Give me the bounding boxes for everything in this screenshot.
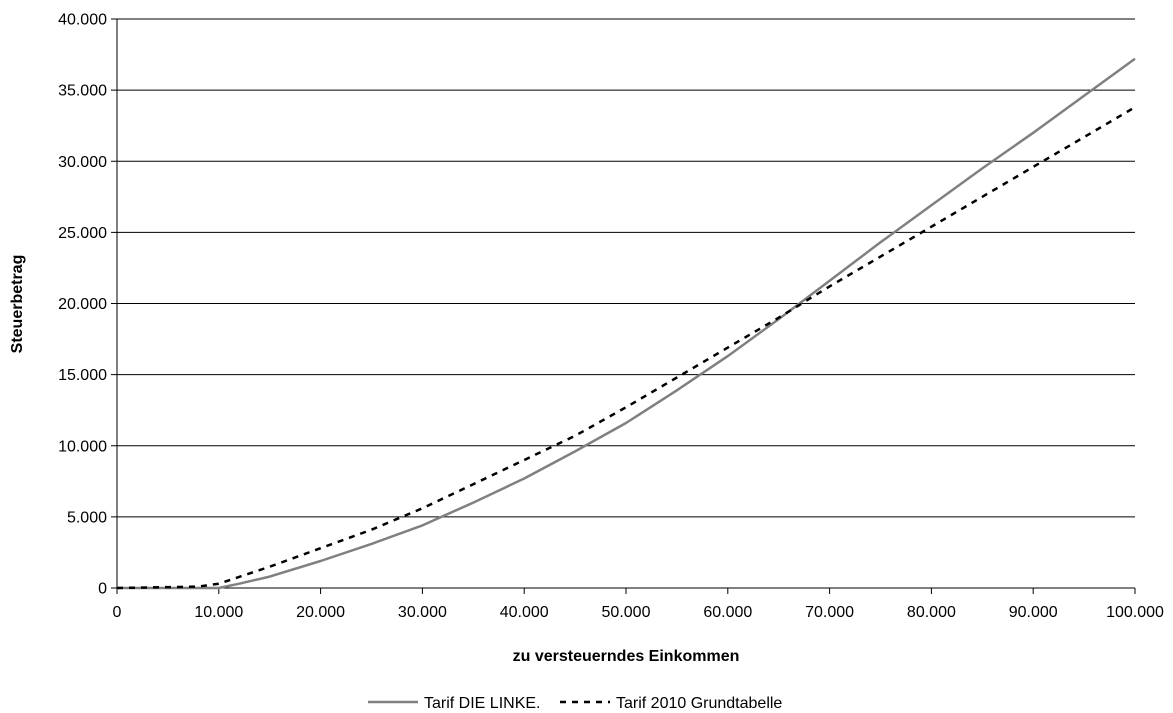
axes — [111, 18, 1136, 594]
series-line-tarif-2010-grundtabelle — [116, 106, 1136, 590]
y-tick-label: 20.000 — [58, 296, 107, 313]
x-tick-label: 10.000 — [194, 604, 243, 621]
x-tick-label: 60.000 — [703, 604, 752, 621]
y-tick-label: 25.000 — [58, 225, 107, 242]
x-tick-label: 70.000 — [805, 604, 854, 621]
y-tick-label: 30.000 — [58, 154, 107, 171]
y-axis-title: Steuerbetrag — [9, 255, 26, 354]
legend-label-tarif-2010: Tarif 2010 Grundtabelle — [616, 695, 782, 712]
y-tick-label: 5.000 — [67, 509, 107, 526]
y-tick-label: 15.000 — [58, 367, 107, 384]
y-tick-label: 40.000 — [58, 12, 107, 29]
y-tick-label: 0 — [98, 581, 107, 598]
y-tick-label: 35.000 — [58, 83, 107, 100]
x-tick-label: 0 — [113, 604, 122, 621]
x-tick-label: 40.000 — [500, 604, 549, 621]
series-lines — [116, 57, 1136, 590]
x-tick-label: 90.000 — [1009, 604, 1058, 621]
x-tick-label: 30.000 — [398, 604, 447, 621]
x-axis-title: zu versteuerndes Einkommen — [513, 648, 740, 665]
grid-lines — [117, 18, 1135, 518]
y-tick-label: 10.000 — [58, 438, 107, 455]
legend-label-tarif-die-linke: Tarif DIE LINKE. — [424, 695, 540, 712]
x-tick-label: 100.000 — [1106, 604, 1164, 621]
tick-labels: 0 5.000 10.000 15.000 20.000 25.000 30.000 35.0… — [58, 12, 1164, 622]
x-tick-label: 20.000 — [296, 604, 345, 621]
legend: Tarif DIE LINKE. Tarif 2010 Grundtabelle — [368, 695, 782, 712]
x-tick-label: 80.000 — [907, 604, 956, 621]
x-tick-label: 50.000 — [602, 604, 651, 621]
series-line-tarif-die-linke — [117, 57, 1136, 590]
